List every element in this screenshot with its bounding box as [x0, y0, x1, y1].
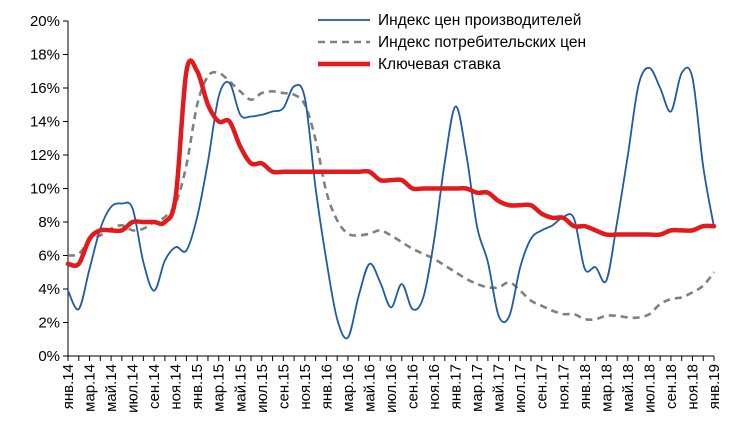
x-tick-label: май.17 [491, 364, 508, 412]
x-tick-label: мар.17 [469, 364, 486, 412]
series-line-ppi [67, 66, 715, 340]
y-tick-label: 20% [30, 13, 60, 30]
y-axis: 0% 2% 4% 6% 8% 10% 12% 14% 16% 18% 20% [30, 13, 69, 365]
x-axis: янв.14 мар.14 май.14 июл.14 сен.14 ноя.14 янв.… [60, 355, 723, 413]
x-tick-label: июл.14 [125, 364, 142, 413]
y-tick-label: 6% [38, 248, 60, 265]
x-tick-label: май.16 [361, 364, 378, 412]
y-tick-label: 16% [30, 80, 60, 97]
legend: Индекс цен производителей Индекс потребит… [318, 12, 586, 73]
x-tick-label: сен.14 [146, 364, 163, 409]
x-tick-label: мар.15 [211, 364, 228, 412]
x-tick-label: ноя.15 [297, 364, 314, 410]
x-tick-label: янв.17 [448, 364, 465, 409]
x-tick-label: июл.16 [383, 364, 400, 413]
y-tick-label: 10% [30, 181, 60, 198]
y-tick-label: 12% [30, 147, 60, 164]
y-tick-label: 4% [38, 281, 60, 298]
legend-label: Ключевая ставка [378, 56, 501, 73]
x-tick-label: ноя.16 [426, 364, 443, 410]
x-tick-label: июл.18 [641, 364, 658, 413]
x-tick-label: июл.17 [512, 364, 529, 413]
x-tick-label: янв.15 [189, 364, 206, 409]
x-tick-label: май.14 [103, 364, 120, 412]
x-tick-label: ноя.14 [168, 364, 185, 410]
x-tick-label: ноя.17 [555, 364, 572, 410]
x-tick-label: янв.14 [60, 364, 77, 409]
x-tick-label: мар.16 [340, 364, 357, 412]
series-line-key-rate [65, 58, 717, 268]
y-tick-label: 2% [38, 315, 60, 332]
y-tick-label: 14% [30, 114, 60, 131]
legend-label: Индекс цен производителей [378, 12, 581, 29]
y-tick-label: 0% [38, 348, 60, 365]
series-line-cpi [67, 70, 716, 321]
x-tick-label: ноя.18 [684, 364, 701, 410]
x-tick-label: янв.19 [706, 364, 723, 409]
legend-label: Индекс потребительских цен [378, 34, 586, 51]
x-tick-label: мар.18 [598, 364, 615, 412]
x-tick-label: сен.17 [534, 364, 551, 409]
x-tick-label: май.15 [232, 364, 249, 412]
x-tick-label: сен.15 [275, 364, 292, 409]
y-tick-label: 8% [38, 214, 60, 231]
series-layer [65, 58, 717, 340]
x-tick-label: мар.14 [82, 364, 99, 412]
x-tick-label: сен.16 [405, 364, 422, 409]
x-tick-label: сен.18 [663, 364, 680, 409]
x-tick-label: янв.16 [318, 364, 335, 409]
y-tick-label: 18% [30, 47, 60, 64]
x-tick-label: янв.18 [577, 364, 594, 409]
x-tick-label: июл.15 [254, 364, 271, 413]
x-tick-label: май.18 [620, 364, 637, 412]
